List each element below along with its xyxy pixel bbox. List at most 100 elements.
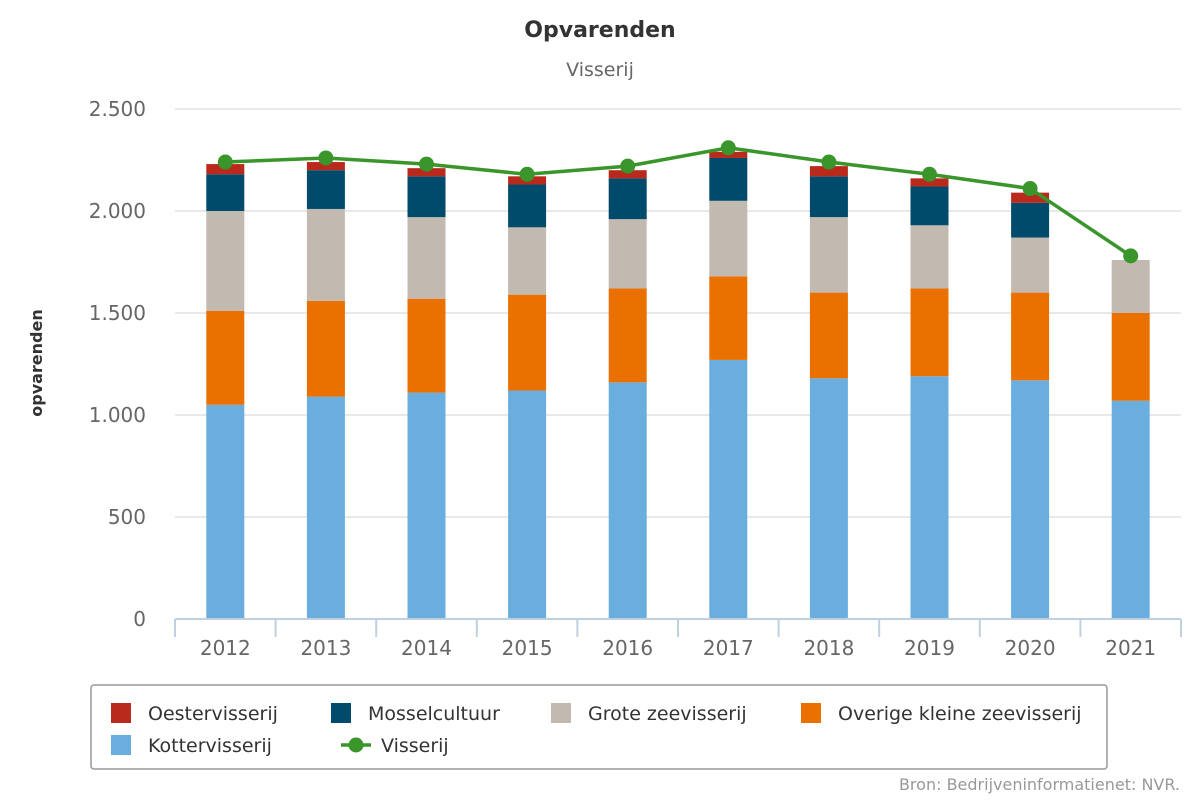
point-visserij-2013[interactable] — [318, 150, 334, 166]
x-axis: 2012 2013 2014 2015 2016 2017 2018 2019 2020 2021 — [174, 618, 1182, 660]
y-tick-label: 500 — [108, 505, 146, 529]
legend-label: Grote zeevisserij — [588, 703, 747, 725]
bar-overige-kleine-zeevisserij-2013[interactable] — [306, 300, 345, 397]
point-visserij-2017[interactable] — [720, 140, 736, 156]
legend-swatch — [551, 703, 571, 723]
y-tick-label: 2.000 — [89, 199, 146, 223]
bar-oestervisserij-2018[interactable] — [809, 166, 848, 177]
legend-item-oestervisserij[interactable]: Oestervisserij — [111, 703, 278, 725]
legend[interactable]: Oestervisserij Mosselcultuur Grote zeeviss… — [90, 684, 1108, 770]
bar-grote-zeevisserij-2012[interactable] — [206, 211, 245, 311]
bar-mosselcultuur-2015[interactable] — [508, 184, 547, 228]
bar-overige-kleine-zeevisserij-2019[interactable] — [910, 288, 949, 377]
x-tick-label: 2018 — [803, 636, 854, 660]
legend-label: Mosselcultuur — [368, 703, 500, 725]
point-visserij-2018[interactable] — [821, 154, 837, 170]
legend-swatch — [111, 735, 131, 755]
x-tick-label: 2014 — [401, 636, 452, 660]
bar-oestervisserij-2020[interactable] — [1011, 192, 1050, 203]
x-tick-label: 2013 — [300, 636, 351, 660]
bar-grote-zeevisserij-2015[interactable] — [508, 227, 547, 295]
point-visserij-2016[interactable] — [620, 158, 636, 174]
legend-item-grote-zeevisserij[interactable]: Grote zeevisserij — [551, 703, 747, 725]
bar-grote-zeevisserij-2021[interactable] — [1111, 259, 1150, 313]
x-tick-label: 2020 — [1005, 636, 1056, 660]
bar-mosselcultuur-2014[interactable] — [407, 176, 446, 218]
bar-overige-kleine-zeevisserij-2017[interactable] — [709, 276, 748, 360]
bar-kottervisserij-2019[interactable] — [910, 376, 949, 619]
bar-kottervisserij-2020[interactable] — [1011, 380, 1050, 619]
bar-overige-kleine-zeevisserij-2014[interactable] — [407, 298, 446, 393]
bar-grote-zeevisserij-2016[interactable] — [608, 219, 647, 289]
legend-label: Overige kleine zeevisserij — [838, 703, 1082, 725]
y-axis: 0 500 1.000 1.500 2.000 2.500 — [89, 97, 146, 631]
bar-grote-zeevisserij-2019[interactable] — [910, 225, 949, 289]
chart-title: Opvarenden — [524, 18, 675, 43]
legend-label: Kottervisserij — [148, 735, 272, 757]
point-visserij-2014[interactable] — [419, 156, 434, 172]
bar-oestervisserij-2016[interactable] — [608, 170, 647, 179]
bar-grote-zeevisserij-2013[interactable] — [306, 208, 345, 301]
legend-item-visserij[interactable]: Visserij — [341, 735, 449, 757]
bar-overige-kleine-zeevisserij-2016[interactable] — [608, 288, 647, 383]
bar-oestervisserij-2013[interactable] — [306, 162, 345, 171]
point-visserij-2019[interactable] — [922, 166, 937, 182]
point-visserij-2012[interactable] — [217, 154, 233, 170]
legend-swatch — [331, 703, 351, 723]
bar-kottervisserij-2016[interactable] — [608, 382, 647, 619]
bar-mosselcultuur-2018[interactable] — [809, 176, 848, 218]
x-tick-label: 2015 — [502, 636, 553, 660]
bar-grote-zeevisserij-2017[interactable] — [709, 200, 748, 277]
bar-overige-kleine-zeevisserij-2015[interactable] — [508, 294, 547, 391]
y-tick-label: 2.500 — [89, 97, 146, 121]
legend-item-mosselcultuur[interactable]: Mosselcultuur — [331, 703, 500, 725]
chart-subtitle: Visserij — [566, 59, 634, 81]
legend-item-overige-kleine-zeevisserij[interactable]: Overige kleine zeevisserij — [801, 703, 1082, 725]
legend-marker-symbol — [348, 737, 364, 753]
x-tick-label: 2012 — [200, 636, 251, 660]
bar-kottervisserij-2015[interactable] — [508, 390, 547, 619]
x-tick-label: 2021 — [1105, 636, 1156, 660]
bar-oestervisserij-2014[interactable] — [407, 168, 446, 177]
legend-label: Oestervisserij — [148, 703, 278, 725]
x-tick-label: 2016 — [602, 636, 653, 660]
bar-grote-zeevisserij-2018[interactable] — [809, 217, 848, 293]
y-tick-label: 1.500 — [89, 301, 146, 325]
bar-mosselcultuur-2016[interactable] — [608, 178, 647, 220]
point-visserij-2020[interactable] — [1022, 181, 1038, 197]
legend-swatch — [801, 703, 821, 723]
line-series — [217, 140, 1139, 264]
bar-grote-zeevisserij-2014[interactable] — [407, 217, 446, 299]
bar-mosselcultuur-2012[interactable] — [206, 174, 245, 211]
bar-oestervisserij-2019[interactable] — [910, 178, 949, 187]
bar-mosselcultuur-2019[interactable] — [910, 186, 949, 226]
legend-label: Visserij — [381, 735, 449, 757]
legend-item-kottervisserij[interactable]: Kottervisserij — [111, 735, 272, 757]
bar-mosselcultuur-2017[interactable] — [709, 157, 748, 201]
bar-mosselcultuur-2020[interactable] — [1011, 202, 1050, 238]
x-tick-label: 2017 — [703, 636, 754, 660]
bar-kottervisserij-2014[interactable] — [407, 392, 446, 619]
bar-mosselcultuur-2013[interactable] — [306, 170, 345, 209]
bar-kottervisserij-2018[interactable] — [809, 378, 848, 619]
x-tick-label: 2019 — [904, 636, 955, 660]
legend-swatch — [111, 703, 131, 723]
y-axis-label: opvarenden — [27, 309, 46, 417]
bar-overige-kleine-zeevisserij-2018[interactable] — [809, 292, 848, 379]
bar-overige-kleine-zeevisserij-2012[interactable] — [206, 310, 245, 405]
bar-kottervisserij-2017[interactable] — [709, 359, 748, 619]
y-tick-label: 1.000 — [89, 403, 146, 427]
bar-overige-kleine-zeevisserij-2021[interactable] — [1111, 313, 1150, 401]
y-tick-label: 0 — [133, 607, 146, 631]
bar-kottervisserij-2013[interactable] — [306, 396, 345, 619]
point-visserij-2015[interactable] — [519, 166, 535, 182]
bar-kottervisserij-2012[interactable] — [206, 404, 245, 619]
line-visserij[interactable] — [225, 145, 1132, 258]
bar-kottervisserij-2021[interactable] — [1111, 400, 1150, 619]
bar-grote-zeevisserij-2020[interactable] — [1011, 237, 1050, 293]
bar-overige-kleine-zeevisserij-2020[interactable] — [1011, 292, 1050, 381]
point-visserij-2021[interactable] — [1123, 248, 1139, 264]
bars — [206, 151, 1150, 619]
credit-text[interactable]: Bron: Bedrijveninformatienet: NVR. — [899, 775, 1180, 794]
